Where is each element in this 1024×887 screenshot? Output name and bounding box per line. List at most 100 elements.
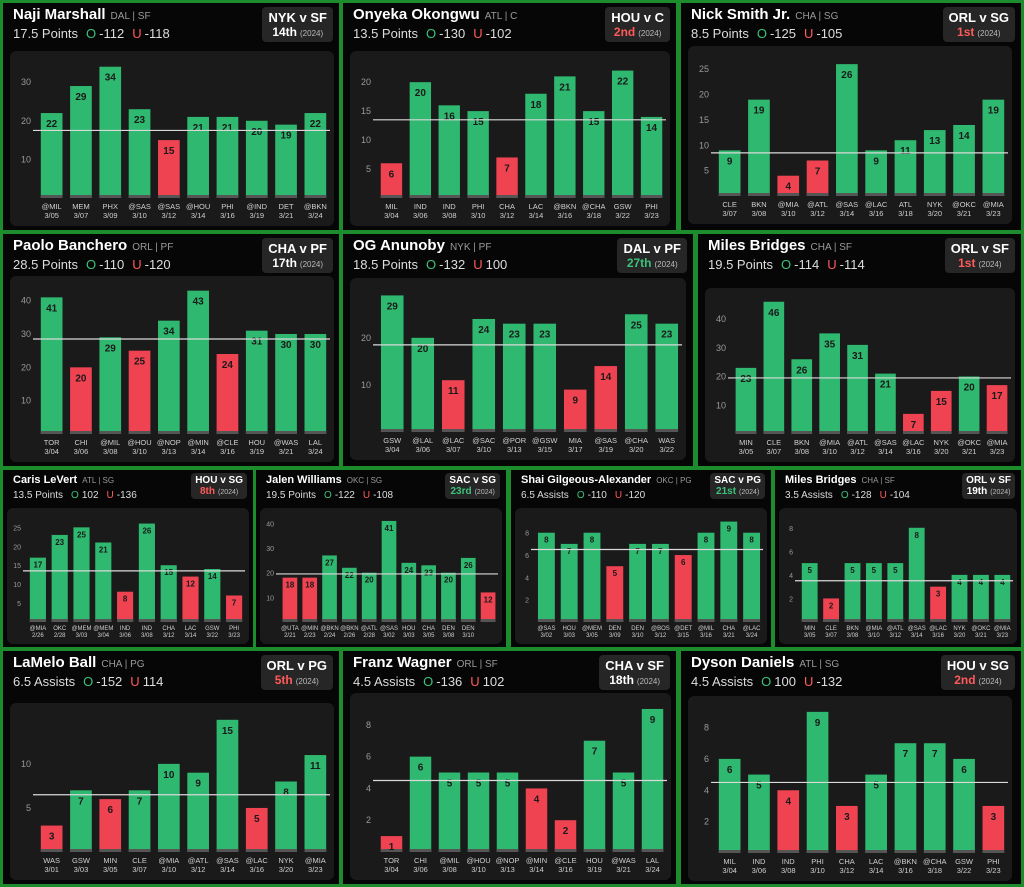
bar-base xyxy=(216,849,239,852)
bar xyxy=(720,521,738,622)
bar-base xyxy=(875,431,896,434)
bar-base xyxy=(380,195,403,198)
x-date-label: 3/05 xyxy=(423,633,435,639)
x-date-label: 3/02 xyxy=(541,633,553,639)
x-date-label: 3/10 xyxy=(462,633,474,639)
bar-base xyxy=(953,850,975,853)
x-date-label: 3/09 xyxy=(609,633,621,639)
bar xyxy=(819,333,840,434)
x-opponent-label: CHA xyxy=(162,626,175,632)
bar-base xyxy=(158,849,180,852)
under-label: U xyxy=(803,26,814,41)
bar-value-label: 24 xyxy=(222,360,234,371)
rank-value: 23rd xyxy=(450,486,472,497)
bar xyxy=(836,64,858,196)
x-date-label: 3/05 xyxy=(739,447,754,456)
x-opponent-label: IND xyxy=(782,857,796,866)
prop-value: 19.5 Points xyxy=(266,490,317,501)
bar xyxy=(951,574,968,622)
x-date-label: 3/23 xyxy=(990,447,1005,456)
bar xyxy=(342,567,357,622)
x-date-label: 3/06 xyxy=(752,866,767,875)
y-tick-label: 25 xyxy=(699,64,709,74)
matchup-badge: HOU v C 2nd (2024) xyxy=(605,7,670,42)
bar-base xyxy=(554,195,576,198)
chart-panel: 10 20 29 GSW 3/04 20 @LAL 3/06 11 @LAC 3/07 24 @SAC 3… xyxy=(350,278,686,460)
x-date-label: 3/07 xyxy=(446,445,461,454)
bar-value-label: 2 xyxy=(563,826,569,837)
bar-value-label: 46 xyxy=(768,308,780,319)
defense-rank: 1st (2024) xyxy=(951,256,1009,270)
bar-base xyxy=(806,850,829,853)
bar xyxy=(718,150,741,196)
x-opponent-label: @ATL xyxy=(188,856,209,865)
x-opponent-label: @SAS xyxy=(158,202,181,211)
bar-value-label: 25 xyxy=(134,357,146,368)
x-opponent-label: IND xyxy=(414,202,428,211)
y-tick-label: 10 xyxy=(21,759,31,769)
bar-base xyxy=(640,195,663,198)
x-date-label: 3/23 xyxy=(308,865,323,874)
x-date-label: 3/03 xyxy=(563,633,575,639)
y-tick-label: 30 xyxy=(21,329,31,339)
defense-rank: 8th (2024) xyxy=(195,486,243,497)
bar-chart: 5101520259CLE3/0719BKN3/084@MIA3/107@ATL… xyxy=(699,64,1008,218)
bar-value-label: 8 xyxy=(123,595,128,604)
bar-value-label: 20 xyxy=(415,88,427,99)
chart-panel: 2 4 6 8 8 @SAS 3/02 7 HOU 3/03 8 @MEM 3/05 5 DEN 3/09 7 D… xyxy=(515,508,767,644)
bar-base xyxy=(806,193,829,196)
over-odds: 102 xyxy=(81,490,99,501)
bar-value-label: 15 xyxy=(164,568,173,577)
bar-value-label: 8 xyxy=(704,536,709,545)
y-tick-label: 6 xyxy=(789,549,793,556)
chart-panel: 5 10 15 20 25 9 CLE 3/07 19 BKN 3/08 4 @MIA 3/10 7 @ATL… xyxy=(688,46,1012,224)
bar-value-label: 3 xyxy=(936,590,941,599)
bar xyxy=(304,334,327,434)
bar-base xyxy=(304,431,327,434)
bar-base xyxy=(823,619,840,622)
x-date-label: 3/08 xyxy=(847,633,859,639)
bar xyxy=(875,373,896,434)
rank-year: (2024) xyxy=(300,29,324,38)
x-date-label: 3/04 xyxy=(722,866,737,875)
bar-base xyxy=(844,619,861,622)
bar-value-label: 4 xyxy=(957,578,962,587)
bar xyxy=(245,807,268,852)
x-opponent-label: CHA xyxy=(722,626,735,632)
under-odds: 102 xyxy=(482,674,505,689)
rank-year: (2024) xyxy=(978,260,1002,269)
x-opponent-label: HOU xyxy=(402,626,415,632)
rank-year: (2024) xyxy=(977,29,1001,38)
bar-base xyxy=(953,193,975,196)
bar xyxy=(537,532,555,622)
bar xyxy=(467,111,489,198)
x-date-label: 3/07 xyxy=(132,865,147,874)
x-opponent-label: NYK xyxy=(953,626,965,632)
bar xyxy=(847,344,868,434)
bar-base xyxy=(563,429,587,432)
x-opponent-label: @LAC xyxy=(442,436,465,445)
under-odds: -102 xyxy=(485,26,512,41)
bar-base xyxy=(160,619,177,622)
bar xyxy=(275,124,297,198)
bar xyxy=(777,790,800,853)
bar-value-label: 5 xyxy=(447,779,453,790)
player-name: Miles Bridges CHA | SF xyxy=(785,474,895,486)
bar-value-label: 19 xyxy=(988,106,1000,117)
over-odds: -132 xyxy=(439,257,466,272)
y-tick-label: 2 xyxy=(525,598,529,605)
bar-value-label: 23 xyxy=(509,330,521,341)
bar-base xyxy=(611,195,634,198)
x-opponent-label: BKN xyxy=(751,200,766,209)
over-label: O xyxy=(756,26,767,41)
bar xyxy=(563,389,587,432)
y-tick-label: 10 xyxy=(716,400,726,410)
bar xyxy=(554,76,576,198)
bar-value-label: 10 xyxy=(163,770,175,781)
x-date-label: 3/03 xyxy=(403,633,415,639)
x-date-label: 3/10 xyxy=(471,211,486,220)
x-opponent-label: @MIA xyxy=(994,626,1011,632)
bar-value-label: 29 xyxy=(105,343,117,354)
bar-value-label: 5 xyxy=(850,566,855,575)
bar xyxy=(472,318,496,432)
